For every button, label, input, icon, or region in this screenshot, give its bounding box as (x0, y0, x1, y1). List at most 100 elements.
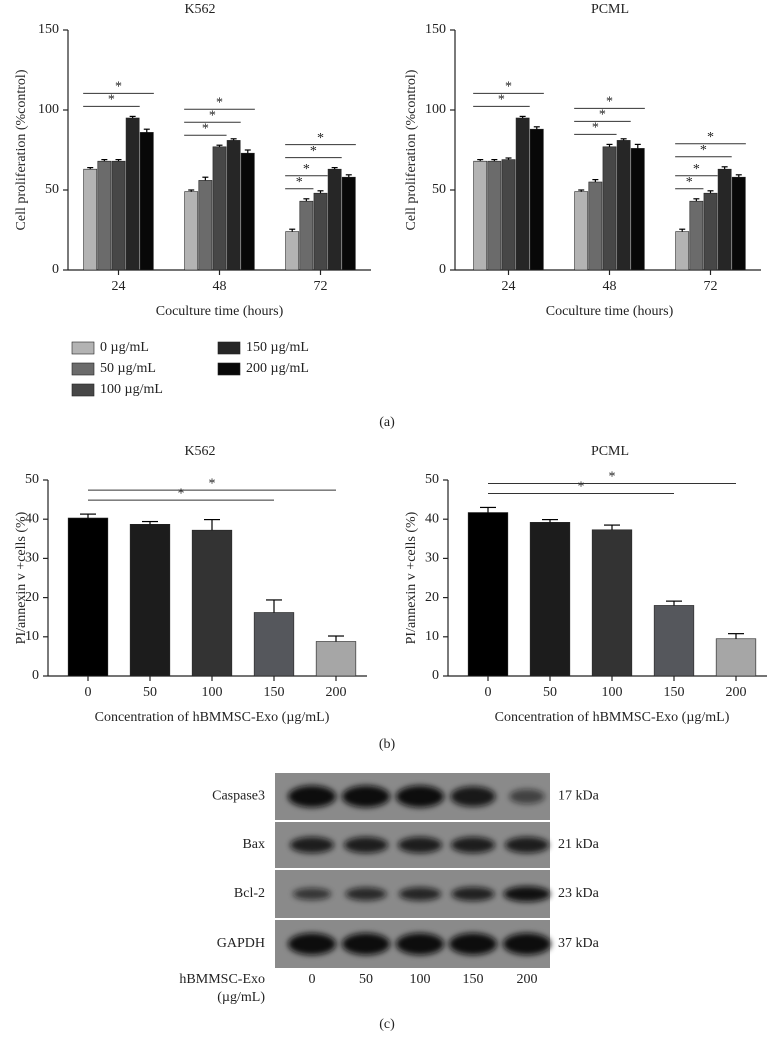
y-tick-label: 30 (425, 551, 439, 566)
blot-row-label: Caspase3 (212, 789, 265, 804)
significance-label: * (108, 93, 115, 108)
bar (574, 191, 589, 271)
bar (591, 529, 633, 677)
x-tick-label: 100 (602, 685, 623, 700)
y-tick-label: 100 (38, 102, 59, 117)
significance-label: * (303, 162, 310, 177)
significance-label: * (216, 95, 223, 110)
y-axis-label: PI/annexin v +cells (%) (14, 511, 29, 644)
bar (191, 529, 233, 677)
y-tick-label: 100 (425, 102, 446, 117)
x-tick-label: 0 (85, 685, 92, 700)
blot-band (504, 836, 550, 854)
bar (212, 146, 227, 271)
bar (341, 176, 356, 271)
legend-swatch (71, 341, 95, 355)
bar (299, 200, 314, 271)
legend-label: 150 µg/mL (246, 340, 309, 355)
bar (487, 160, 502, 271)
y-tick-label: 50 (45, 182, 59, 197)
bar (467, 512, 509, 677)
significance-label: * (609, 470, 616, 485)
legend-label: 100 µg/mL (100, 382, 163, 397)
blot-band (343, 836, 389, 854)
bar (515, 117, 530, 271)
x-tick-label: 150 (264, 685, 285, 700)
significance-label: * (209, 108, 216, 123)
significance-label: * (498, 93, 505, 108)
y-tick-label: 50 (425, 472, 439, 487)
bar (731, 176, 746, 271)
x-tick-label: 200 (326, 685, 347, 700)
x-axis-label: Coculture time (hours) (546, 304, 674, 319)
bar (313, 192, 328, 271)
legend-label: 0 µg/mL (100, 340, 149, 355)
y-tick-label: 0 (432, 668, 439, 683)
y-tick-label: 0 (52, 262, 59, 277)
blot-x-unit: (µg/mL) (217, 990, 265, 1005)
blot-row-label: Bax (242, 837, 265, 852)
legend-swatch (71, 362, 95, 376)
blot-band (509, 789, 545, 804)
y-tick-label: 150 (38, 22, 59, 37)
blot-band (503, 886, 551, 902)
y-axis-label: PI/annexin v +cells (%) (404, 511, 419, 644)
blot-band (398, 887, 442, 901)
panel-label: (a) (379, 415, 395, 430)
significance-label: * (578, 480, 585, 495)
y-axis-label: Cell proliferation (%control) (14, 69, 29, 230)
bar (675, 231, 690, 271)
chart-title: PCML (591, 444, 629, 459)
blot-lane-label: 0 (309, 972, 316, 987)
bar (703, 192, 718, 271)
blot-size-label: 17 kDa (558, 789, 600, 804)
y-tick-label: 40 (425, 511, 439, 526)
bar (285, 231, 300, 271)
x-tick-label: 100 (202, 685, 223, 700)
bar (97, 160, 112, 271)
bar (67, 517, 109, 677)
bar (588, 181, 603, 271)
y-tick-label: 0 (439, 262, 446, 277)
blot-band (292, 888, 332, 900)
blot-band (449, 933, 497, 955)
bar (717, 168, 732, 271)
bar (616, 140, 631, 271)
significance-label: * (599, 108, 606, 123)
bar (111, 160, 126, 271)
x-tick-label: 72 (704, 279, 718, 294)
blot-x-label: hBMMSC-Exo (179, 972, 265, 987)
x-tick-label: 50 (543, 685, 557, 700)
bar (226, 140, 241, 271)
blot-band (450, 786, 496, 807)
bar (529, 522, 571, 677)
significance-label: * (209, 476, 216, 491)
bar (129, 523, 171, 677)
significance-label: * (693, 162, 700, 177)
legend-label: 200 µg/mL (246, 361, 309, 376)
blot-size-label: 21 kDa (558, 837, 600, 852)
blot-band (396, 933, 444, 955)
blot-band (345, 887, 387, 901)
bar (253, 612, 295, 677)
blot-band (289, 836, 335, 854)
blot-band (342, 785, 390, 808)
significance-label: * (317, 131, 324, 146)
bar (473, 160, 488, 271)
blot-size-label: 37 kDa (558, 936, 600, 951)
significance-label: * (700, 143, 707, 158)
significance-label: * (296, 175, 303, 190)
legend-swatch (71, 383, 95, 397)
x-tick-label: 50 (143, 685, 157, 700)
bar (198, 180, 213, 271)
bar (315, 641, 357, 677)
blot-band (503, 933, 551, 955)
significance-label: * (686, 175, 693, 190)
y-tick-label: 40 (25, 511, 39, 526)
blot-band (396, 785, 444, 808)
blot-size-label: 23 kDa (558, 886, 600, 901)
blot-band (342, 933, 390, 955)
x-tick-label: 48 (213, 279, 227, 294)
y-tick-label: 50 (432, 182, 446, 197)
x-tick-label: 24 (112, 279, 126, 294)
